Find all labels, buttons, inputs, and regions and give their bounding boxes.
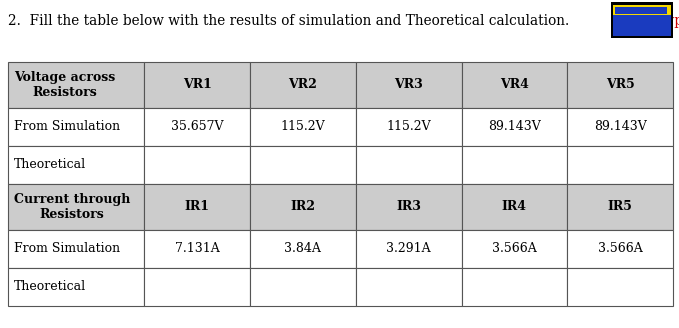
Bar bbox=[8, 230, 145, 268]
Text: Theoretical: Theoretical bbox=[14, 280, 86, 294]
Bar bbox=[567, 108, 673, 146]
Text: VR5: VR5 bbox=[606, 78, 634, 92]
Bar bbox=[611, 2, 673, 38]
Bar bbox=[567, 268, 673, 306]
Text: 89.143V: 89.143V bbox=[488, 120, 540, 133]
Text: Theoretical: Theoretical bbox=[14, 158, 86, 172]
Bar bbox=[356, 268, 462, 306]
Bar bbox=[567, 146, 673, 184]
Bar bbox=[462, 230, 567, 268]
Text: IR2: IR2 bbox=[291, 200, 316, 214]
Text: 2.  Fill the table below with the results of simulation and Theoretical calculat: 2. Fill the table below with the results… bbox=[8, 14, 569, 28]
Text: 115.2V: 115.2V bbox=[386, 120, 431, 133]
Text: Voltage across
Resistors: Voltage across Resistors bbox=[14, 71, 115, 99]
Bar bbox=[145, 108, 250, 146]
Text: VR4: VR4 bbox=[500, 78, 529, 92]
Bar bbox=[8, 184, 145, 230]
Bar bbox=[250, 146, 356, 184]
Bar bbox=[462, 108, 567, 146]
Text: (Type or write): (Type or write) bbox=[653, 14, 679, 29]
Text: 3.291A: 3.291A bbox=[386, 242, 431, 256]
Bar bbox=[462, 184, 567, 230]
Text: IR4: IR4 bbox=[502, 200, 527, 214]
Bar bbox=[250, 184, 356, 230]
Bar bbox=[613, 5, 671, 15]
Text: IR3: IR3 bbox=[397, 200, 421, 214]
Bar bbox=[8, 146, 145, 184]
Text: VR1: VR1 bbox=[183, 78, 212, 92]
Bar bbox=[250, 230, 356, 268]
Bar bbox=[145, 268, 250, 306]
Bar bbox=[145, 146, 250, 184]
Text: IR1: IR1 bbox=[185, 200, 210, 214]
Text: 7.131A: 7.131A bbox=[175, 242, 219, 256]
Text: 3.566A: 3.566A bbox=[492, 242, 537, 256]
Bar bbox=[615, 7, 667, 14]
Bar bbox=[250, 268, 356, 306]
Bar bbox=[250, 108, 356, 146]
Bar bbox=[145, 62, 250, 108]
Bar bbox=[145, 184, 250, 230]
Text: 89.143V: 89.143V bbox=[593, 120, 646, 133]
Bar bbox=[613, 5, 671, 36]
Text: VR2: VR2 bbox=[289, 78, 317, 92]
Bar bbox=[8, 62, 145, 108]
Bar bbox=[462, 62, 567, 108]
Bar bbox=[8, 108, 145, 146]
Bar bbox=[356, 108, 462, 146]
Bar bbox=[567, 62, 673, 108]
Text: 115.2V: 115.2V bbox=[280, 120, 325, 133]
Bar bbox=[567, 230, 673, 268]
Text: 3.84A: 3.84A bbox=[285, 242, 321, 256]
Text: 35.657V: 35.657V bbox=[171, 120, 223, 133]
Bar bbox=[356, 146, 462, 184]
Bar bbox=[462, 268, 567, 306]
Bar bbox=[250, 62, 356, 108]
Bar bbox=[8, 268, 145, 306]
Text: From Simulation: From Simulation bbox=[14, 120, 120, 133]
Text: Current through
Resistors: Current through Resistors bbox=[14, 193, 130, 221]
Text: 3.566A: 3.566A bbox=[598, 242, 642, 256]
Bar bbox=[356, 230, 462, 268]
Bar bbox=[567, 184, 673, 230]
Bar bbox=[462, 146, 567, 184]
Bar bbox=[145, 230, 250, 268]
Text: VR3: VR3 bbox=[394, 78, 423, 92]
Bar bbox=[356, 184, 462, 230]
Text: From Simulation: From Simulation bbox=[14, 242, 120, 256]
Bar bbox=[356, 62, 462, 108]
Text: IR5: IR5 bbox=[608, 200, 633, 214]
